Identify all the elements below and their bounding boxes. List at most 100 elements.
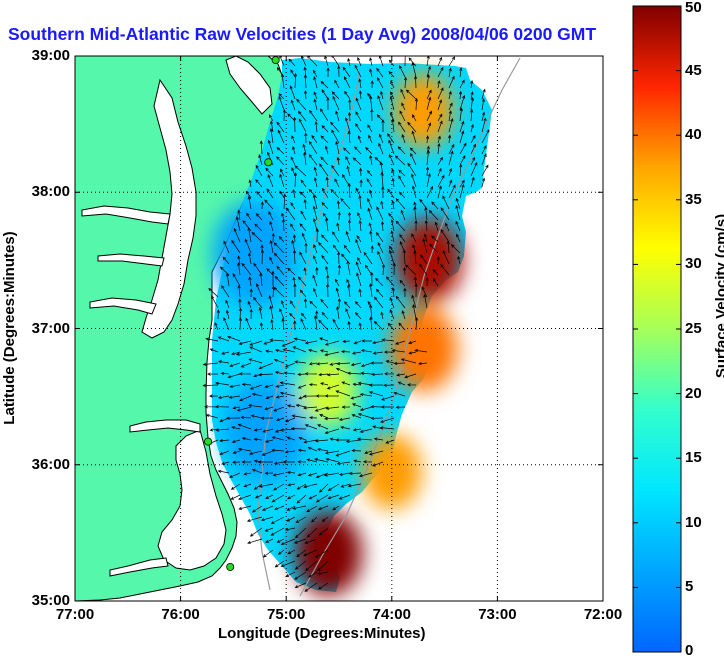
velocity-arrow [347, 371, 362, 375]
velocity-arrow [321, 234, 329, 243]
velocity-arrow [279, 173, 285, 188]
velocity-arrow [372, 351, 384, 355]
velocity-arrow [290, 223, 296, 232]
velocity-arrow [363, 251, 373, 265]
velocity-arrow [381, 186, 385, 199]
velocity-arrow [287, 549, 296, 555]
velocity-arrow [459, 79, 465, 89]
velocity-arrow [431, 201, 439, 210]
velocity-arrow [265, 494, 274, 499]
velocity-arrow [289, 312, 296, 320]
velocity-arrow [369, 68, 373, 78]
velocity-arrow [300, 312, 307, 320]
velocity-arrow [368, 391, 384, 397]
velocity-arrow [381, 119, 385, 132]
velocity-arrow [337, 211, 341, 221]
velocity-arrow [238, 317, 243, 331]
velocity-arrow [280, 73, 285, 89]
velocity-arrow [276, 156, 285, 166]
velocity-arrow [215, 381, 230, 386]
velocity-arrow [319, 349, 329, 353]
velocity-arrow [335, 287, 340, 298]
velocity-arrow [215, 428, 230, 432]
velocity-arrow [321, 89, 329, 100]
velocity-arrow [271, 436, 285, 441]
velocity-hotspot [212, 201, 297, 307]
velocity-arrow [235, 351, 252, 356]
velocity-arrow [275, 395, 285, 399]
velocity-arrow [459, 183, 465, 199]
velocity-arrow [389, 309, 395, 320]
velocity-arrow [383, 350, 395, 354]
velocity-arrow [399, 234, 406, 243]
velocity-hotspot [394, 217, 463, 303]
velocity-arrow [261, 450, 274, 456]
velocity-arrow [290, 99, 296, 111]
velocity-arrow [445, 222, 450, 232]
velocity-arrow [220, 371, 230, 376]
velocity-arrow [265, 349, 274, 353]
velocity-arrow [257, 460, 273, 464]
velocity-arrow [337, 264, 342, 276]
velocity-arrow [248, 252, 252, 265]
velocity-arrow [356, 437, 373, 441]
velocity-arrow [356, 272, 362, 287]
velocity-arrow [448, 110, 452, 122]
velocity-arrow [414, 283, 418, 298]
velocity-arrow [249, 288, 253, 298]
velocity-arrow [359, 179, 363, 188]
y-axis-title: Latitude (Degrees:Minutes) [1, 231, 18, 425]
velocity-arrow [347, 182, 351, 199]
velocity-arrow [290, 156, 296, 166]
velocity-arrow [376, 232, 384, 243]
velocity-arrow [308, 362, 318, 366]
velocity-arrow [336, 222, 340, 232]
velocity-arrow [334, 178, 340, 188]
velocity-arrow [300, 318, 307, 331]
colorbar-tick-label: 40 [685, 126, 702, 144]
velocity-arrow [380, 90, 384, 100]
velocity-arrow [303, 74, 308, 89]
velocity-arrow [470, 96, 475, 111]
velocity-arrow [307, 472, 318, 477]
velocity-arrow [292, 249, 297, 265]
velocity-arrow [248, 179, 252, 188]
velocity-arrow [376, 206, 384, 221]
velocity-arrow [321, 312, 329, 320]
velocity-arrow [377, 242, 384, 254]
velocity-arrow [264, 439, 274, 443]
velocity-arrow [325, 217, 329, 232]
velocity-hotspot [389, 306, 458, 392]
rappahannock-river [97, 253, 165, 267]
velocity-arrow [340, 349, 351, 354]
velocity-arrow [375, 288, 384, 298]
velocity-arrow [320, 382, 329, 386]
velocity-arrow [286, 436, 296, 441]
velocity-arrow [340, 425, 351, 430]
velocity-arrow [346, 165, 351, 177]
velocity-arrow [358, 288, 362, 298]
velocity-arrow [225, 272, 230, 287]
velocity-arrow [400, 358, 417, 364]
velocity-arrow [264, 471, 274, 475]
velocity-arrow [297, 448, 307, 452]
velocity-arrow [353, 340, 362, 345]
velocity-arrow [304, 132, 308, 144]
velocity-arrow [422, 238, 428, 254]
x-tick-label: 74:00 [372, 606, 411, 623]
velocity-arrow [450, 244, 461, 254]
velocity-arrow [276, 265, 285, 276]
velocity-arrow [380, 220, 385, 232]
velocity-arrow [481, 98, 486, 111]
velocity-arrow [216, 309, 220, 320]
velocity-arrow [405, 264, 417, 276]
velocity-arrow [313, 166, 318, 177]
velocity-arrow [437, 66, 444, 78]
velocity-arrow [355, 238, 362, 254]
velocity-arrow [223, 240, 230, 254]
velocity-vectors [202, 56, 490, 592]
velocity-arrow [335, 438, 350, 442]
velocity-arrow [459, 142, 467, 155]
y-tick-label: 36:00 [31, 455, 70, 473]
velocity-arrow [249, 308, 253, 320]
